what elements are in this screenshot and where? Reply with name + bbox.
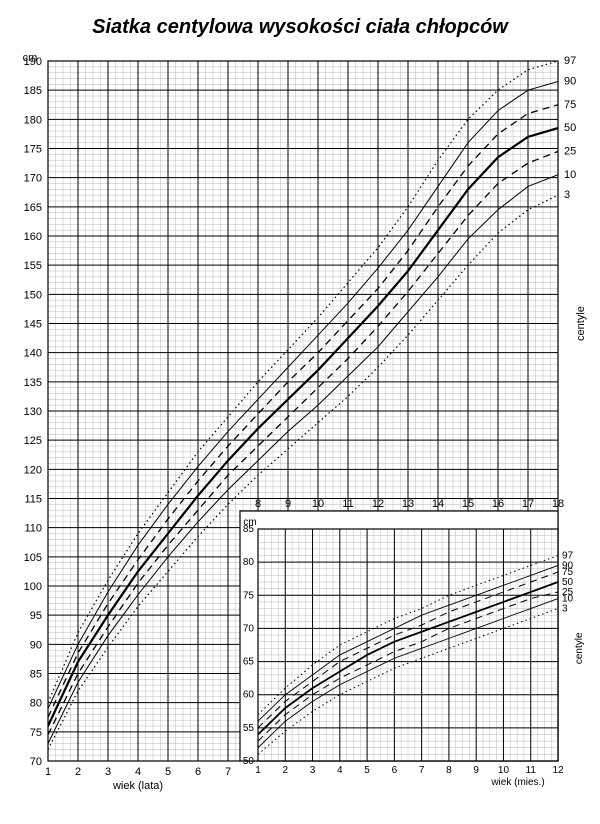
svg-text:55: 55 <box>243 723 255 734</box>
svg-text:17: 17 <box>522 498 534 510</box>
svg-text:50: 50 <box>243 756 255 767</box>
svg-text:80: 80 <box>30 698 42 710</box>
chart-container: 7075808590951001051101151201251301351401… <box>10 51 590 811</box>
svg-text:7: 7 <box>419 765 425 776</box>
svg-text:wiek (lata): wiek (lata) <box>112 780 163 792</box>
svg-text:80: 80 <box>243 557 255 568</box>
svg-text:6: 6 <box>195 766 201 778</box>
svg-text:70: 70 <box>30 756 42 768</box>
svg-text:4: 4 <box>135 766 141 778</box>
svg-text:160: 160 <box>24 231 42 243</box>
svg-text:85: 85 <box>30 669 42 681</box>
svg-text:130: 130 <box>24 406 42 418</box>
svg-text:70: 70 <box>243 623 255 634</box>
svg-text:65: 65 <box>243 657 255 668</box>
svg-text:3: 3 <box>564 189 570 201</box>
svg-text:180: 180 <box>24 114 42 126</box>
svg-text:75: 75 <box>243 590 255 601</box>
svg-text:135: 135 <box>24 377 42 389</box>
svg-text:105: 105 <box>24 552 42 564</box>
svg-text:centyle: centyle <box>575 306 587 341</box>
svg-text:5: 5 <box>165 766 171 778</box>
svg-text:3: 3 <box>310 765 316 776</box>
svg-text:145: 145 <box>24 319 42 331</box>
svg-text:125: 125 <box>24 435 42 447</box>
svg-text:155: 155 <box>24 260 42 272</box>
svg-text:wiek (mies.): wiek (mies.) <box>490 777 544 788</box>
svg-text:3: 3 <box>105 766 111 778</box>
svg-text:7: 7 <box>225 766 231 778</box>
svg-text:95: 95 <box>30 610 42 622</box>
svg-text:cm: cm <box>23 52 38 64</box>
svg-text:9: 9 <box>285 498 291 510</box>
svg-text:2: 2 <box>282 765 288 776</box>
svg-text:16: 16 <box>492 498 504 510</box>
svg-text:6: 6 <box>392 765 398 776</box>
svg-text:90: 90 <box>564 75 576 87</box>
svg-text:18: 18 <box>552 498 564 510</box>
svg-text:150: 150 <box>24 289 42 301</box>
svg-text:8: 8 <box>255 498 261 510</box>
svg-text:165: 165 <box>24 202 42 214</box>
svg-text:14: 14 <box>432 498 444 510</box>
svg-text:10: 10 <box>312 498 324 510</box>
svg-text:centyle: centyle <box>574 632 585 664</box>
svg-text:120: 120 <box>24 464 42 476</box>
page-title: Siatka centylowa wysokości ciała chłopcó… <box>10 16 590 39</box>
svg-text:185: 185 <box>24 85 42 97</box>
svg-text:3: 3 <box>562 604 568 615</box>
svg-text:115: 115 <box>24 494 42 506</box>
svg-text:75: 75 <box>564 99 576 111</box>
svg-text:cm: cm <box>243 517 256 528</box>
svg-text:1: 1 <box>255 765 261 776</box>
svg-text:10: 10 <box>498 765 510 776</box>
svg-text:75: 75 <box>30 727 42 739</box>
svg-text:175: 175 <box>24 144 42 156</box>
svg-text:90: 90 <box>30 639 42 651</box>
svg-text:5: 5 <box>364 765 370 776</box>
svg-text:170: 170 <box>24 173 42 185</box>
svg-text:140: 140 <box>24 348 42 360</box>
svg-text:50: 50 <box>564 122 576 134</box>
svg-text:60: 60 <box>243 690 255 701</box>
svg-text:110: 110 <box>24 523 42 535</box>
svg-text:8: 8 <box>446 765 452 776</box>
svg-text:1: 1 <box>45 766 51 778</box>
svg-text:10: 10 <box>564 169 576 181</box>
svg-text:2: 2 <box>75 766 81 778</box>
svg-text:100: 100 <box>24 581 42 593</box>
svg-text:97: 97 <box>564 55 576 67</box>
svg-text:11: 11 <box>526 765 537 776</box>
svg-text:11: 11 <box>342 498 353 510</box>
svg-text:9: 9 <box>473 765 479 776</box>
growth-chart: 7075808590951001051101151201251301351401… <box>10 51 590 811</box>
svg-text:25: 25 <box>564 145 576 157</box>
svg-text:12: 12 <box>552 765 564 776</box>
svg-text:15: 15 <box>462 498 474 510</box>
svg-text:4: 4 <box>337 765 343 776</box>
svg-text:12: 12 <box>372 498 384 510</box>
svg-text:13: 13 <box>402 498 414 510</box>
